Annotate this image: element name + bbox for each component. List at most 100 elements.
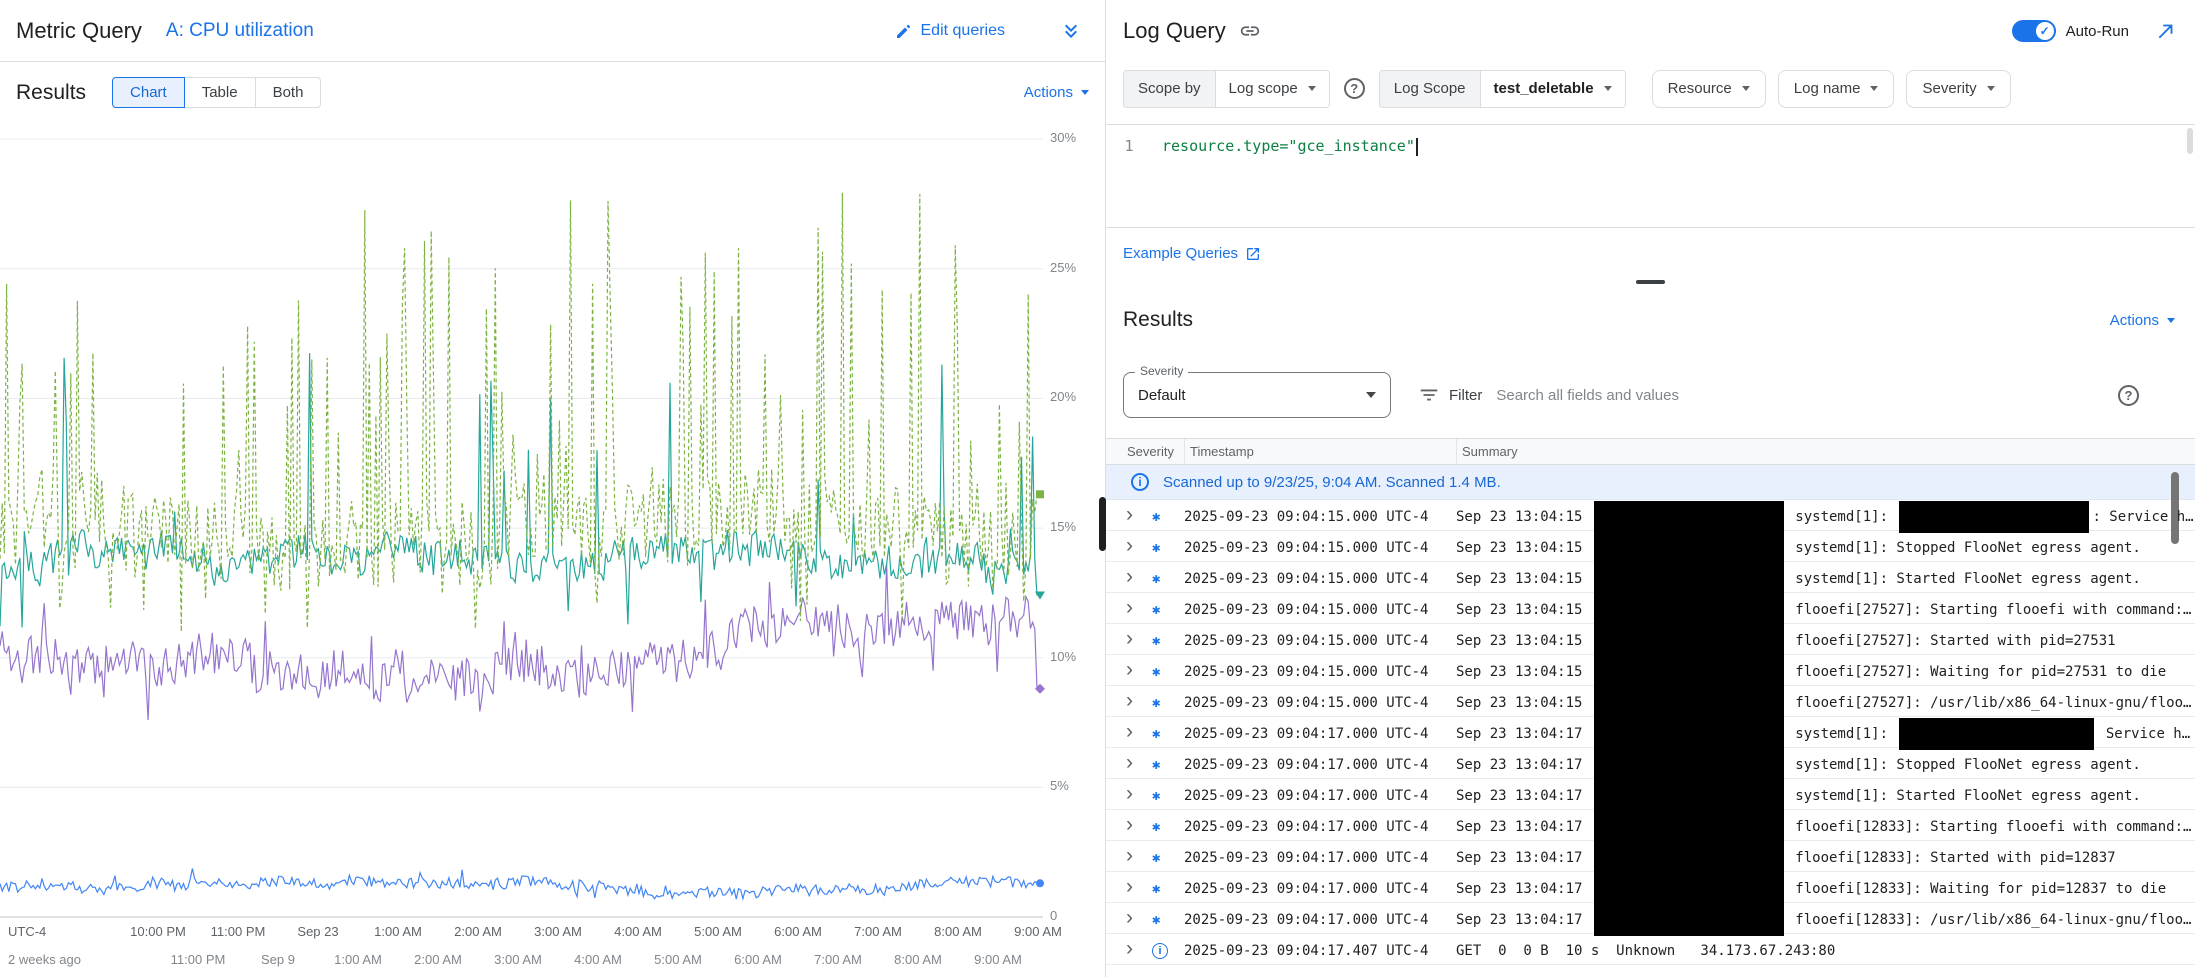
log-row[interactable]: › ✱ 2025-09-23 09:04:17.000 UTC-4 Sep 23 13… [1106, 717, 2195, 750]
redacted-text [1899, 500, 2090, 533]
log-summary-text: Sep 23 13:04:15 [1456, 508, 1591, 525]
severity-default-icon: ✱ [1152, 725, 1161, 742]
log-name-filter-button[interactable]: Log name [1777, 69, 1895, 108]
expand-row-icon[interactable]: › [1126, 782, 1133, 805]
help-icon[interactable]: ? [2118, 384, 2139, 406]
double-chevron-down-icon[interactable] [1059, 19, 1083, 43]
expand-row-icon[interactable]: › [1126, 596, 1133, 619]
log-summary-text: flooefi[12833]: Started with pid=12837 [1786, 849, 2116, 866]
metric-actions-button[interactable]: Actions [1024, 84, 1089, 101]
x-tick-label: 1:00 AM [374, 924, 422, 939]
expand-row-icon[interactable]: › [1126, 875, 1133, 898]
expand-row-icon[interactable]: › [1126, 565, 1133, 588]
scope-by-control[interactable]: Scope by Log scope [1123, 69, 1330, 108]
edit-queries-button[interactable]: Edit queries [895, 22, 1005, 40]
link-icon[interactable] [1239, 20, 1261, 42]
log-row[interactable]: › ✱ 2025-09-23 09:04:15.000 UTC-4 Sep 23 13… [1106, 655, 2195, 688]
log-summary-text: flooefi[27527]: /usr/lib/x86_64-linux-gn… [1786, 694, 2192, 711]
log-summary: Sep 23 13:04:15 flooefi[27527]: Starting… [1456, 593, 2195, 626]
log-row[interactable]: › ✱ 2025-09-23 09:04:17.000 UTC-4 Sep 23 13… [1106, 748, 2195, 781]
metric-chart-svg[interactable] [0, 131, 1045, 923]
expand-row-icon[interactable]: › [1126, 906, 1133, 929]
results-scrollbar[interactable] [2171, 472, 2179, 544]
editor-scrollbar[interactable] [2187, 128, 2193, 154]
x-tick-label: 6:00 AM [734, 952, 782, 967]
metric-chart[interactable]: 30% 25% 20% 15% 10% 5% 0 UTC-4 10:00 PM 11:00 PM… [0, 123, 1105, 977]
example-queries-label: Example Queries [1123, 245, 1239, 262]
log-row[interactable]: › ✱ 2025-09-23 09:04:15.000 UTC-4 Sep 23 13… [1106, 500, 2195, 533]
log-summary-text: Sep 23 13:04:15 [1456, 632, 1591, 649]
filter-button[interactable]: Filter [1418, 384, 1482, 406]
log-summary: Sep 23 13:04:15 flooefi[27527]: /usr/lib… [1456, 686, 2195, 719]
redacted-text [1593, 686, 1784, 719]
log-row[interactable]: › ✱ 2025-09-23 09:04:15.000 UTC-4 Sep 23 13… [1106, 562, 2195, 595]
editor-code[interactable]: resource.type="gce_instance" [1162, 137, 1418, 156]
y-tick-label: 10% [1050, 648, 1077, 664]
metric-query-selector[interactable]: A: CPU utilization [165, 19, 314, 41]
redacted-text [1593, 872, 1784, 905]
log-summary: Sep 23 13:04:17 flooefi[12833]: Started … [1456, 841, 2195, 874]
expand-row-icon[interactable]: › [1126, 937, 1133, 960]
expand-row-icon[interactable]: › [1126, 658, 1133, 681]
redacted-text [1593, 655, 1784, 688]
redacted-text [1593, 624, 1784, 657]
expand-row-icon[interactable]: › [1126, 813, 1133, 836]
chevron-down-icon [1870, 86, 1879, 91]
log-timestamp: 2025-09-23 09:04:17.000 UTC-4 [1184, 911, 1429, 928]
expand-row-icon[interactable]: › [1126, 689, 1133, 712]
view-both-button[interactable]: Both [254, 77, 322, 108]
example-queries-link[interactable]: Example Queries [1123, 245, 2195, 262]
log-scope-dropdown-value: Log scope [1228, 80, 1298, 97]
severity-default-icon: ✱ [1152, 632, 1161, 649]
expand-row-icon[interactable]: › [1126, 503, 1133, 526]
log-search-input[interactable]: Search all fields and values [1496, 386, 1679, 404]
view-table-button[interactable]: Table [183, 77, 256, 108]
x-tick-label: 5:00 AM [694, 924, 742, 939]
log-row[interactable]: › i 2025-09-23 09:04:17.407 UTC-4 GET 0 0 B… [1106, 934, 2195, 965]
log-row[interactable]: › ✱ 2025-09-23 09:04:15.000 UTC-4 Sep 23 13… [1106, 624, 2195, 657]
log-row[interactable]: › ✱ 2025-09-23 09:04:17.000 UTC-4 Sep 23 13… [1106, 841, 2195, 874]
log-scope-dropdown[interactable]: Log scope [1215, 70, 1329, 107]
metric-query-panel: Metric Query A: CPU utilization Edit que… [0, 0, 1106, 977]
redacted-text [1593, 748, 1784, 781]
x-tick-label: Sep 23 [297, 924, 339, 939]
help-icon[interactable]: ? [1343, 78, 1365, 99]
horizontal-resize-handle[interactable] [1636, 280, 1665, 284]
x-tick-label: 8:00 AM [894, 952, 942, 967]
log-row[interactable]: › ✱ 2025-09-23 09:04:15.000 UTC-4 Sep 23 13… [1106, 593, 2195, 626]
log-summary-text: GET 0 0 B 10 s Unknown 34.173.67.243:80 [1456, 942, 1836, 959]
log-row[interactable]: › ✱ 2025-09-23 09:04:17.000 UTC-4 Sep 23 13… [1106, 903, 2195, 936]
severity-default-icon: ✱ [1152, 601, 1161, 618]
auto-run-toggle[interactable]: ✓ [2011, 20, 2056, 42]
redacted-text [1593, 810, 1784, 843]
log-summary: Sep 23 13:04:17 flooefi[12833]: Waiting … [1456, 872, 2195, 905]
expand-row-icon[interactable]: › [1126, 720, 1133, 743]
log-actions-button[interactable]: Actions [2110, 312, 2175, 329]
log-row[interactable]: › ✱ 2025-09-23 09:04:17.000 UTC-4 Sep 23 13… [1106, 810, 2195, 843]
log-scope-control[interactable]: Log Scope test_deletable [1378, 69, 1626, 108]
y-tick-label: 5% [1050, 778, 1069, 794]
expand-row-icon[interactable]: › [1126, 534, 1133, 557]
query-editor[interactable]: 1 resource.type="gce_instance" [1106, 124, 2195, 228]
log-summary-text: Sep 23 13:04:17 [1456, 818, 1591, 835]
scope-by-label: Scope by [1124, 70, 1216, 107]
expand-row-icon[interactable]: › [1126, 751, 1133, 774]
log-row[interactable]: › ✱ 2025-09-23 09:04:17.000 UTC-4 Sep 23 13… [1106, 779, 2195, 812]
column-timestamp: Timestamp [1184, 439, 1456, 464]
log-scope-value-dropdown[interactable]: test_deletable [1480, 70, 1625, 107]
arrow-drop-down-icon [1366, 392, 1376, 398]
expand-row-icon[interactable]: › [1126, 844, 1133, 867]
log-row[interactable]: › ✱ 2025-09-23 09:04:15.000 UTC-4 Sep 23 13… [1106, 531, 2195, 564]
expand-row-icon[interactable]: › [1126, 627, 1133, 650]
resource-filter-button[interactable]: Resource [1651, 69, 1766, 108]
x-axis-prefix: 2 weeks ago [8, 952, 81, 967]
severity-select[interactable]: Severity Default [1123, 364, 1391, 418]
panel-resize-grip[interactable] [1099, 497, 1106, 551]
log-row[interactable]: › ✱ 2025-09-23 09:04:15.000 UTC-4 Sep 23 13… [1106, 686, 2195, 719]
x-tick-label: 2:00 AM [414, 952, 462, 967]
view-chart-button[interactable]: Chart [112, 77, 185, 108]
collapse-panel-icon[interactable] [2155, 20, 2177, 42]
log-row[interactable]: › ✱ 2025-09-23 09:04:17.000 UTC-4 Sep 23 13… [1106, 872, 2195, 905]
severity-default-icon: ✱ [1152, 849, 1161, 866]
severity-filter-button[interactable]: Severity [1906, 69, 2011, 108]
